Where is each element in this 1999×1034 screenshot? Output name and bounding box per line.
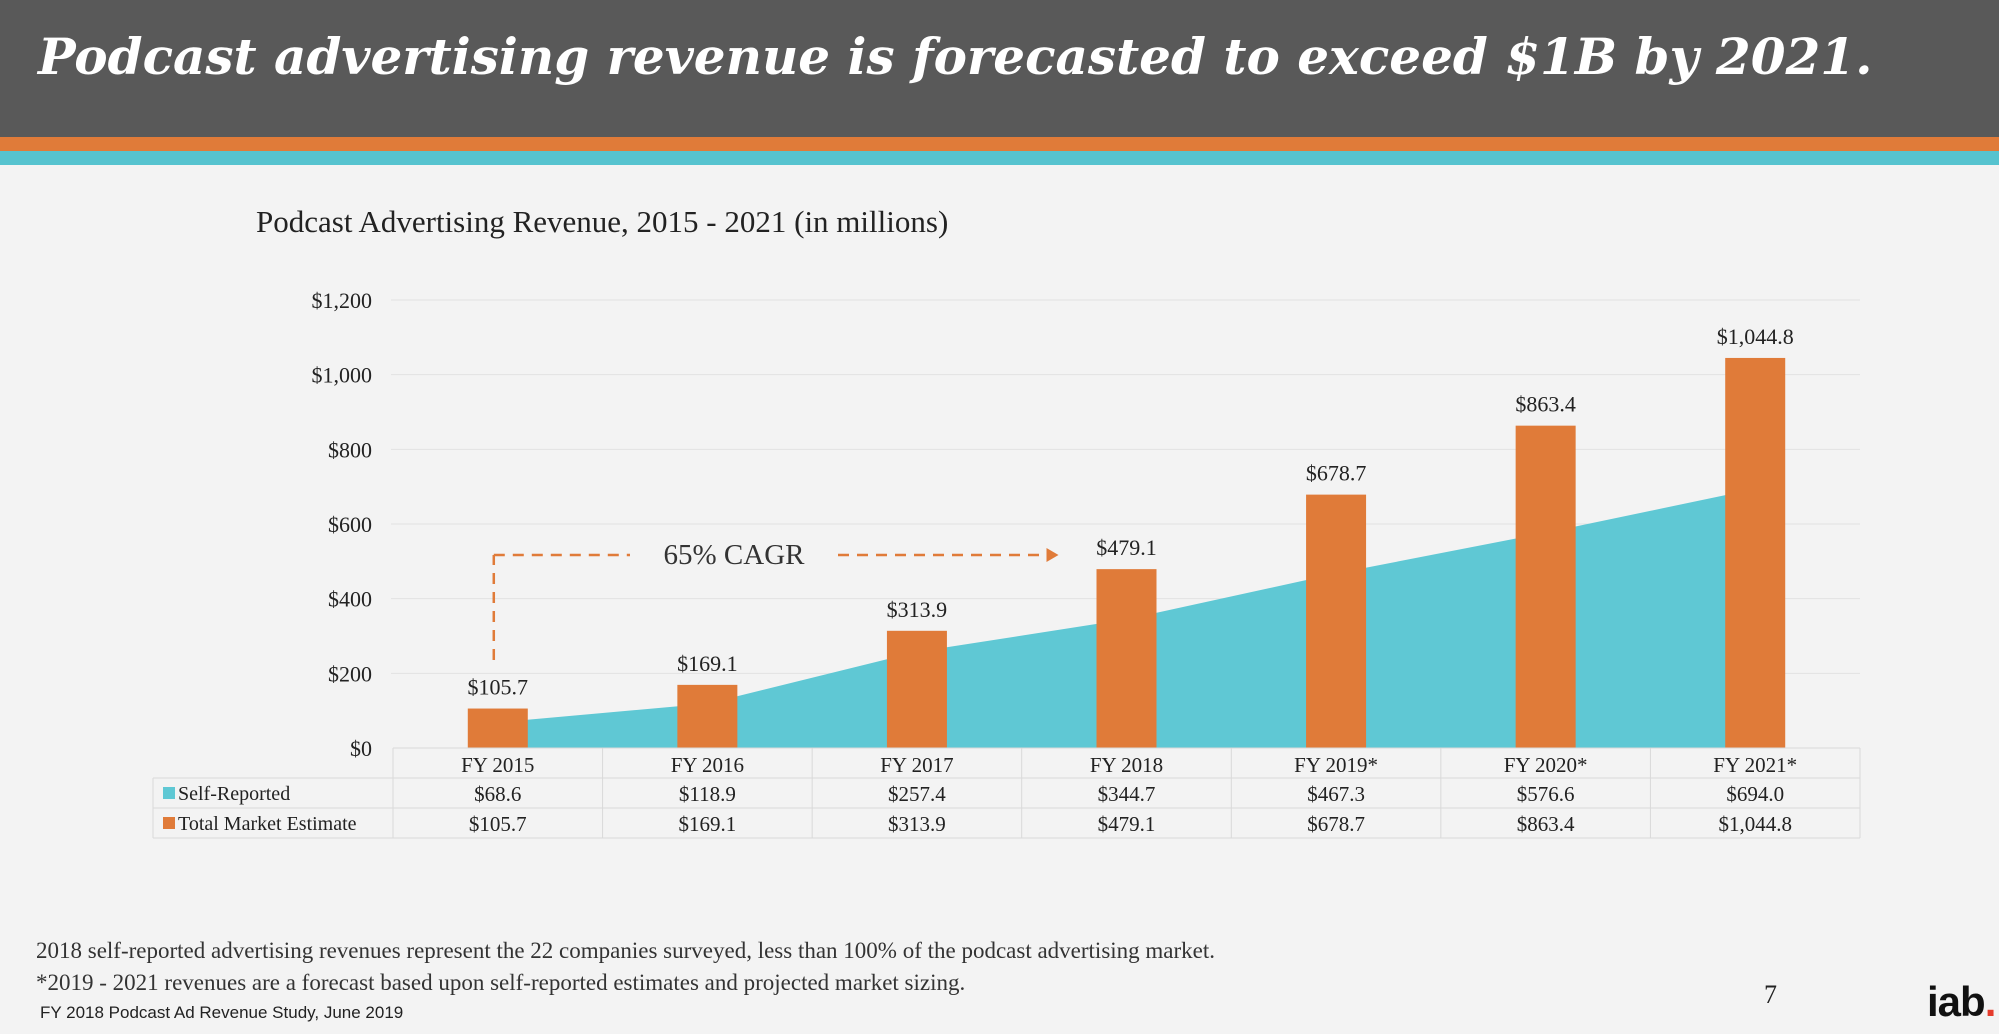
bar-value-label: $678.7 [1306,461,1367,486]
total-market-bar [467,708,528,748]
iab-logo: iab. [1927,978,1997,1026]
table-cell-value: $576.6 [1517,782,1575,806]
bar-value-label: $313.9 [887,597,948,622]
bar-value-label: $1,044.8 [1717,324,1794,349]
table-cell-value: $863.4 [1517,812,1575,836]
total-market-bar [677,684,738,748]
slide-title: Podcast advertising revenue is forecaste… [38,27,1873,86]
table-cell-value: $1,044.8 [1718,812,1792,836]
footnote-forecast: *2019 - 2021 revenues are a forecast bas… [36,970,966,995]
total-market-bar [1725,357,1786,748]
category-label: FY 2015 [461,753,534,777]
category-label: FY 2019* [1294,753,1378,777]
chart-title: Podcast Advertising Revenue, 2015 - 2021… [256,204,949,239]
bar-value-label: $105.7 [468,675,529,700]
orange-stripe [0,137,1999,151]
cagr-arrowhead [1046,548,1059,562]
category-label: FY 2018 [1090,753,1163,777]
table-cell-value: $105.7 [469,812,527,836]
table-cell-value: $467.3 [1307,782,1365,806]
y-tick-label: $0 [350,736,372,761]
category-label: FY 2017 [880,753,953,777]
table-cell-value: $118.9 [679,782,736,806]
total-market-bar [1096,569,1157,748]
source-citation: FY 2018 Podcast Ad Revenue Study, June 2… [40,1003,404,1022]
logo-dot: . [1984,978,1997,1025]
cagr-label: 65% CAGR [664,539,806,571]
y-tick-label: $200 [328,661,372,686]
header-bar: Podcast advertising revenue is forecaste… [0,0,1999,137]
self-reported-area [497,488,1756,748]
footnote-self-reported: 2018 self-reported advertising revenues … [36,938,1216,963]
total-market-bar [1306,494,1367,748]
logo-text: iab [1927,978,1986,1025]
bar-value-label: $169.1 [677,651,738,676]
total-market-bar [1515,425,1576,748]
y-tick-label: $800 [328,437,372,462]
category-label: FY 2021* [1713,753,1797,777]
y-tick-label: $400 [328,587,372,612]
bar-value-label: $863.4 [1515,392,1576,417]
table-cell-value: $68.6 [474,782,521,806]
bar-value-label: $479.1 [1096,535,1157,560]
table-cell-value: $344.7 [1098,782,1156,806]
table-cell-value: $257.4 [888,782,946,806]
table-cell-value: $169.1 [678,812,736,836]
total-market-bar [886,630,947,748]
page-number: 7 [1764,980,1777,1009]
legend-swatch [163,817,175,829]
revenue-chart: $0 $200 $400 $600 $800 $1,000 $1,200 $105.7 $169… [152,288,1861,839]
y-tick-label: $1,000 [312,363,373,388]
category-label: FY 2020* [1504,753,1588,777]
table-cell-value: $313.9 [888,812,946,836]
table-cell-value: $678.7 [1307,812,1365,836]
table-cell-value: $694.0 [1726,782,1784,806]
series-name: Self-Reported [178,783,290,805]
y-tick-label: $1,200 [312,288,373,313]
table-cell-value: $479.1 [1098,812,1156,836]
teal-stripe [0,151,1999,165]
y-tick-label: $600 [328,512,372,537]
category-label: FY 2016 [671,753,744,777]
legend-swatch [163,787,175,799]
series-name: Total Market Estimate [178,813,357,835]
